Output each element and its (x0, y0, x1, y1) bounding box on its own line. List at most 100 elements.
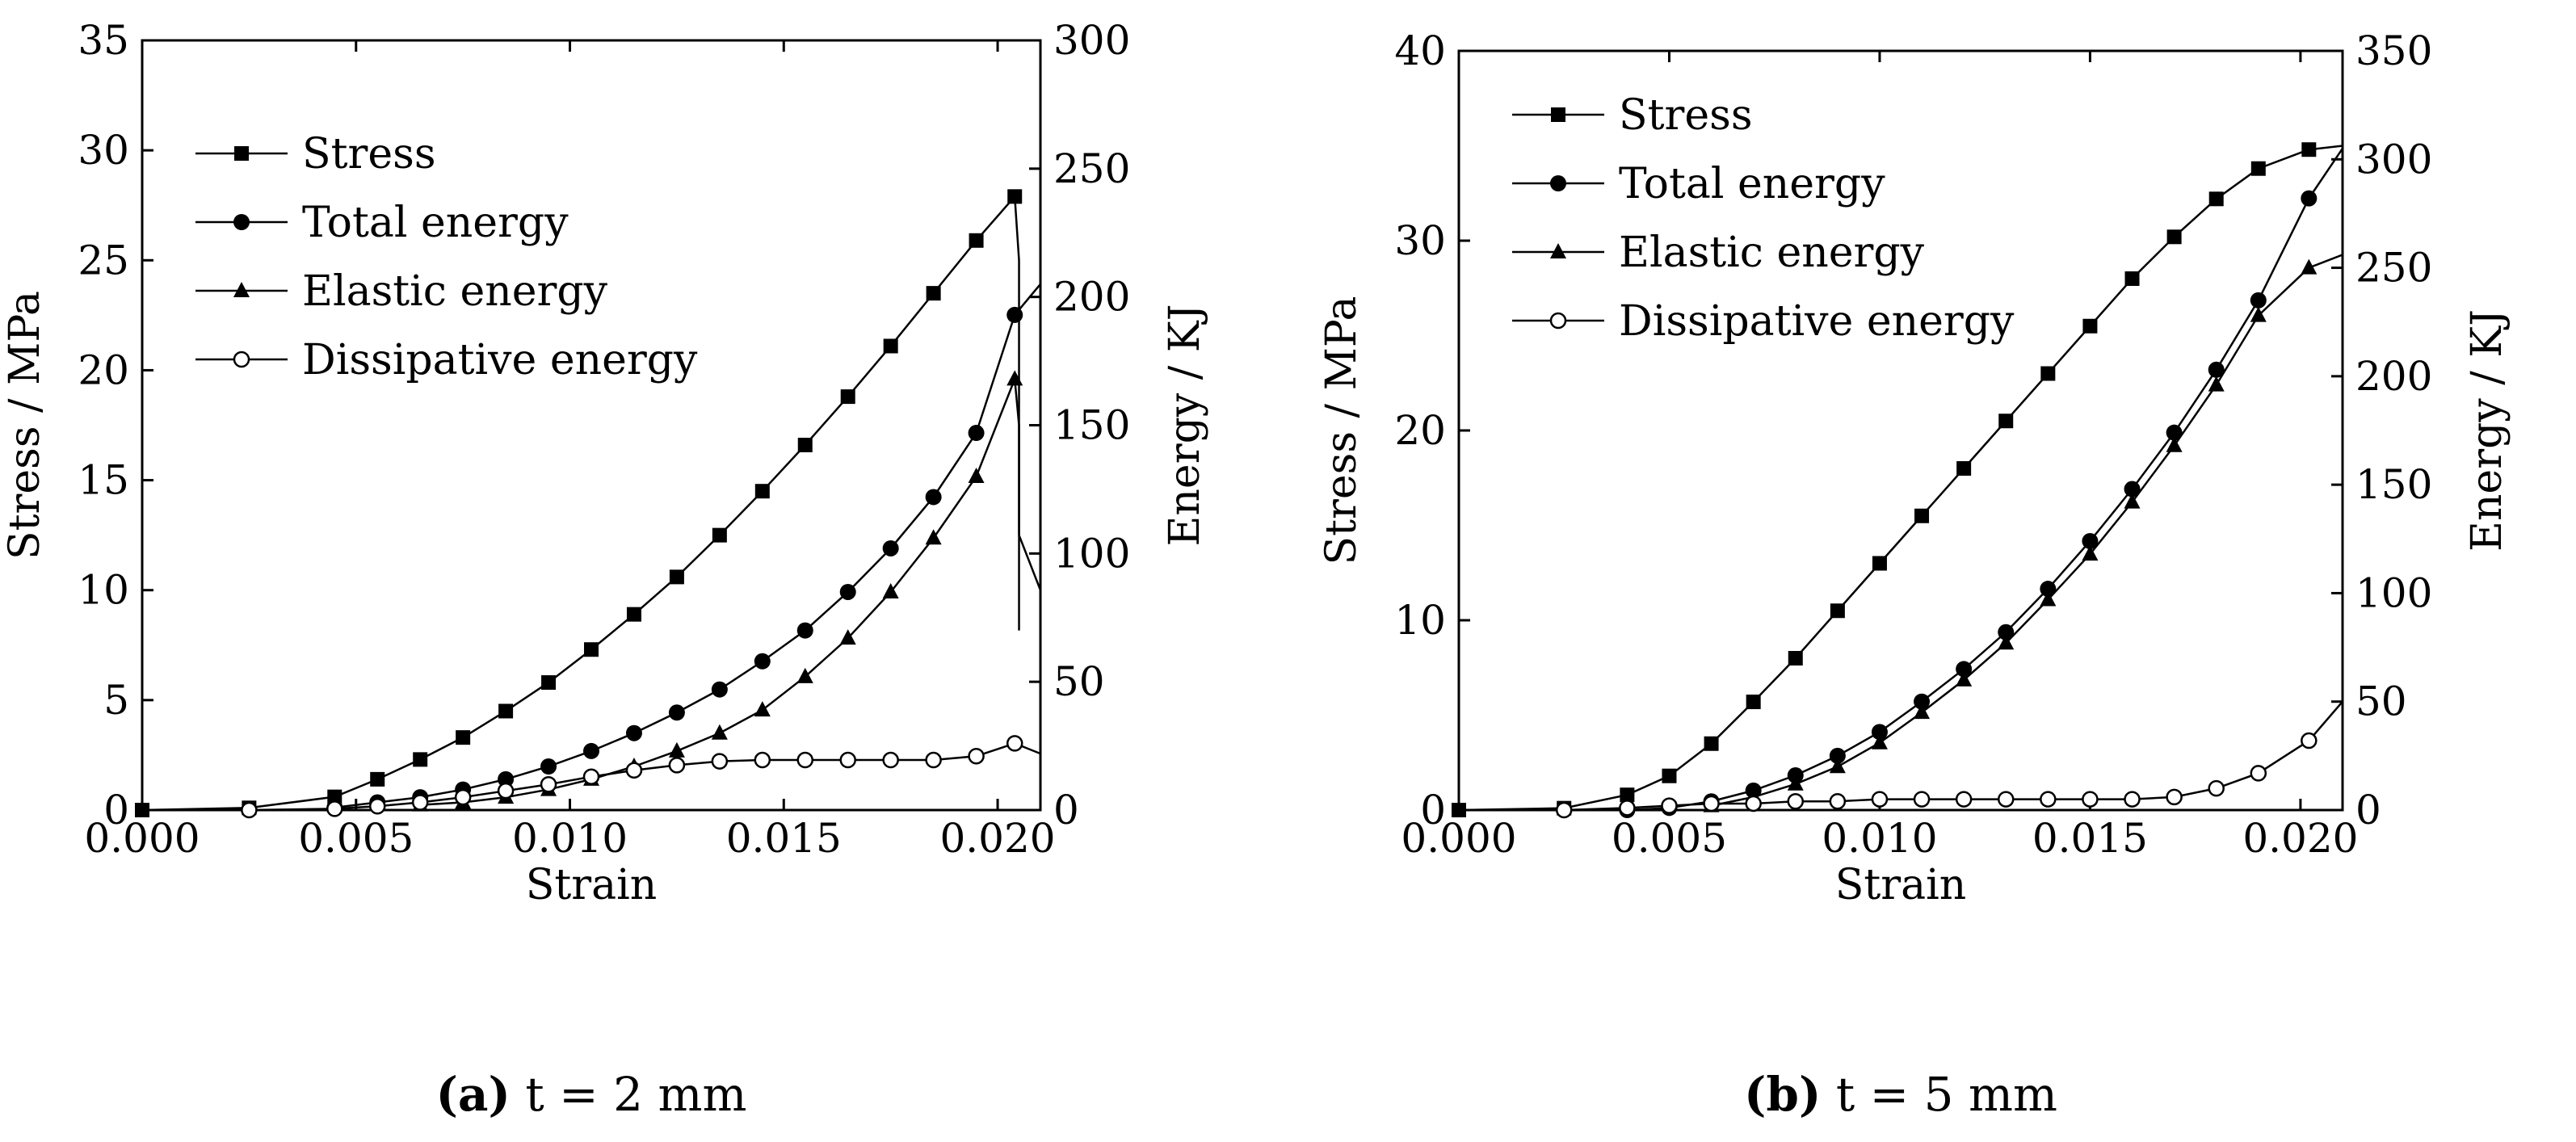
y-tick-label: 0 (1420, 787, 1446, 833)
y-tick-labels: 0 10 20 30 40 (1394, 27, 1446, 833)
series-line-elastic-energy (420, 378, 1016, 806)
series-total-energy (1619, 145, 2344, 818)
y2-tick-label: 150 (1053, 402, 1130, 449)
y-tick-label: 30 (1394, 217, 1446, 264)
x-tick-label: 0.015 (726, 815, 842, 862)
x-tick-label: 0.005 (298, 815, 414, 862)
y-tick-label: 35 (78, 17, 129, 64)
data-point-elastic-energy (1914, 703, 1931, 720)
data-point-dissipative-energy (497, 782, 515, 800)
data-point-dissipative-energy (1661, 797, 1678, 814)
data-point-elastic-energy (668, 741, 685, 758)
data-point-stress (1746, 695, 1761, 710)
data-point-dissipative-energy (368, 797, 386, 815)
data-point-total-energy (1829, 747, 1846, 764)
data-point-dissipative-energy (540, 775, 557, 793)
data-point-total-energy (2040, 581, 2057, 598)
data-point-dissipative-energy (1555, 801, 1573, 819)
series-layer (1452, 142, 2344, 819)
data-point-elastic-energy (839, 629, 856, 645)
data-point-stress (969, 233, 984, 248)
data-point-stress (1662, 768, 1677, 783)
data-point-stress (2124, 271, 2140, 286)
caption-text: t = 5 mm (1821, 1067, 2057, 1122)
y-tick-label: 40 (1394, 27, 1446, 74)
series-elastic-energy (412, 370, 1023, 812)
y2-tick-label: 50 (2355, 678, 2407, 725)
data-point-elastic-energy (2082, 545, 2099, 561)
series-tail-elastic-energy (2308, 253, 2344, 810)
x-tick-label: 0.010 (1822, 815, 1937, 862)
series-tail-stress (1013, 196, 1042, 591)
data-point-total-energy (625, 724, 642, 741)
y-tick-label: 5 (103, 677, 129, 724)
panel-caption: (a) t = 2 mm (435, 1067, 746, 1122)
legend-marker-dissipative-energy (233, 351, 250, 368)
legend-label-total-energy: Total energy (302, 199, 569, 247)
data-point-stress (1007, 189, 1023, 204)
data-point-stress (1830, 603, 1845, 619)
y2-tick-label: 100 (1053, 530, 1130, 577)
data-point-total-energy (2166, 424, 2183, 441)
data-point-elastic-energy (711, 724, 728, 740)
data-point-total-energy (796, 622, 813, 639)
data-point-dissipative-energy (1913, 791, 1931, 808)
data-point-elastic-energy (2166, 436, 2183, 452)
data-point-dissipative-energy (241, 801, 258, 819)
data-point-stress (926, 286, 941, 301)
data-point-dissipative-energy (625, 762, 643, 779)
y2-tick-labels: 0 50 100 150 200 250 300 (1053, 17, 1130, 833)
y-axis-label: Stress / MPa (1317, 296, 1366, 565)
y-tick-label: 15 (78, 457, 129, 504)
y2-tick-label: 300 (1053, 17, 1130, 64)
caption-text: t = 2 mm (511, 1067, 747, 1122)
series-tail-elastic-energy (1013, 379, 1020, 631)
legend-marker-total-energy (1550, 175, 1566, 191)
data-point-stress (498, 703, 514, 719)
y2-tick-label: 200 (2355, 353, 2432, 400)
data-point-stress (1872, 556, 1887, 571)
data-point-dissipative-energy (454, 788, 472, 806)
x-tick-label: 0.020 (939, 815, 1055, 862)
data-point-dissipative-energy (1871, 791, 1889, 808)
data-point-stress (1704, 736, 1719, 751)
axis-ticks (1457, 49, 2343, 812)
data-point-dissipative-energy (411, 794, 429, 811)
y2-tick-label: 250 (2355, 245, 2432, 292)
data-point-dissipative-energy (882, 751, 899, 769)
y2-tick-label: 150 (2355, 461, 2432, 508)
data-point-stress (1998, 414, 2014, 429)
data-point-elastic-energy (1006, 370, 1023, 386)
data-point-total-energy (1006, 306, 1023, 323)
data-point-stress (1956, 461, 1972, 476)
data-point-stress (1788, 651, 1803, 665)
data-point-dissipative-energy (2124, 791, 2141, 808)
y2-tick-label: 50 (1053, 658, 1105, 705)
y-tick-label: 0 (103, 787, 129, 833)
series-dissipative-energy (241, 735, 1041, 819)
data-point-dissipative-energy (711, 753, 729, 770)
plot-frame (141, 39, 1042, 812)
data-point-total-energy (754, 653, 771, 670)
data-point-total-energy (2082, 532, 2099, 549)
data-point-elastic-energy (1998, 634, 2015, 650)
series-dissipative-energy (1555, 700, 2343, 819)
data-point-total-energy (1914, 693, 1931, 710)
legend-marker-stress (234, 146, 249, 161)
data-point-stress (883, 338, 898, 354)
legend-marker-total-energy (233, 214, 250, 230)
data-point-stress (1620, 787, 1635, 803)
legend-marker-elastic-energy (1550, 243, 1566, 258)
data-point-total-energy (583, 742, 599, 759)
data-point-total-energy (1871, 724, 1888, 741)
y2-tick-label: 300 (2355, 136, 2432, 183)
plot-frame (1457, 49, 2344, 812)
legend-label-dissipative-energy: Dissipative energy (302, 336, 698, 384)
data-point-dissipative-energy (839, 751, 856, 769)
series-line-total-energy (1627, 198, 2310, 812)
y-tick-label: 30 (78, 127, 129, 174)
y-tick-label: 20 (1394, 407, 1446, 454)
y2-tick-label: 100 (2355, 569, 2432, 616)
data-point-stress (370, 771, 385, 787)
